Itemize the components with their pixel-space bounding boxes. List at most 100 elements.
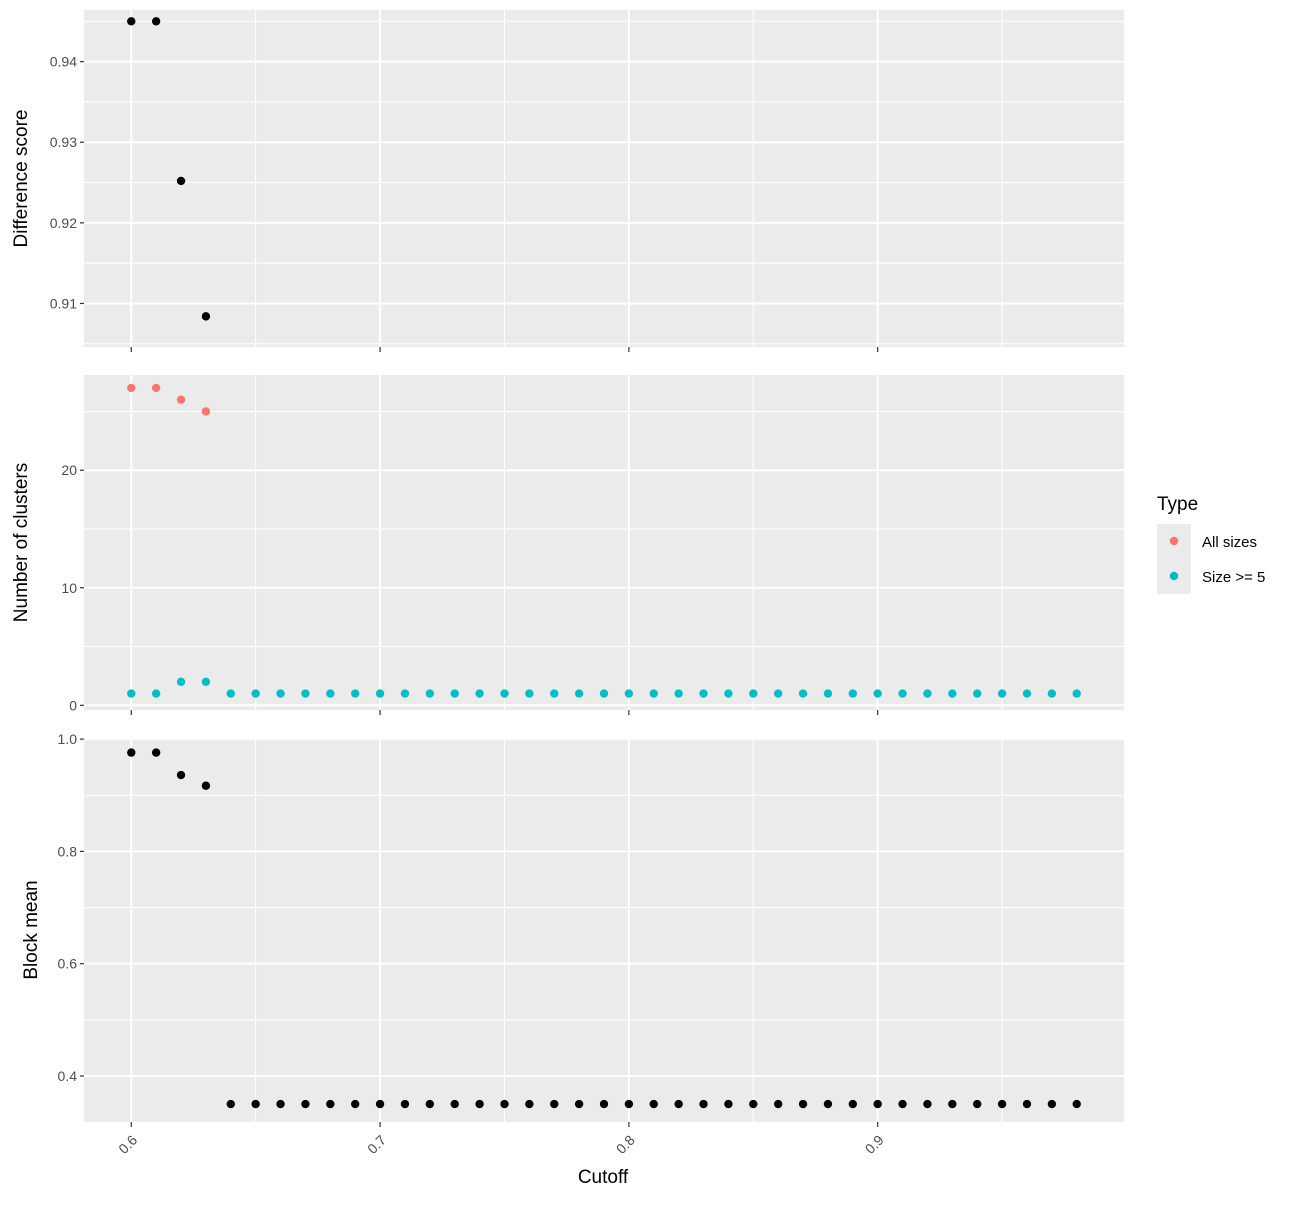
- y-axis-title: Block mean: [21, 880, 42, 979]
- data-point: [848, 1099, 858, 1109]
- data-point: [151, 383, 161, 393]
- panel-background: [84, 10, 1124, 347]
- data-point: [450, 689, 459, 698]
- data-point: [574, 689, 584, 698]
- legend-key-all-sizes: [1169, 536, 1179, 546]
- data-point: [425, 1099, 435, 1109]
- data-point: [948, 689, 957, 698]
- y-tick-label: 10: [61, 580, 77, 596]
- data-point: [500, 1099, 509, 1109]
- legend-key-size-ge-5: [1169, 571, 1179, 581]
- data-point: [923, 1099, 932, 1109]
- data-point: [674, 1099, 683, 1109]
- data-point: [798, 689, 808, 698]
- data-point: [251, 689, 260, 698]
- panel-1: 0.91 0.92 0.93 0.94 Difference score: [11, 10, 1124, 352]
- data-point: [798, 1099, 808, 1109]
- data-point: [500, 689, 509, 698]
- data-point: [649, 689, 658, 698]
- y-tick-label: 0.94: [50, 54, 77, 70]
- data-point: [201, 781, 211, 790]
- y-tick-label: 1.0: [58, 731, 78, 747]
- data-point: [749, 689, 758, 698]
- data-point: [475, 689, 484, 698]
- data-point: [599, 689, 609, 698]
- data-point: [624, 689, 634, 698]
- data-point: [151, 689, 161, 698]
- data-point: [176, 770, 186, 780]
- data-point: [201, 677, 211, 686]
- data-point: [948, 1099, 957, 1109]
- data-point: [350, 689, 360, 698]
- data-point: [127, 748, 136, 757]
- data-point: [400, 1099, 410, 1109]
- y-tick-label: 0.91: [50, 295, 77, 311]
- data-point: [1072, 689, 1081, 698]
- legend-label-size-ge-5: Size >= 5: [1202, 569, 1265, 586]
- data-point: [773, 689, 783, 698]
- data-point: [326, 1099, 335, 1109]
- data-point: [475, 1099, 484, 1109]
- data-point: [1022, 689, 1032, 698]
- data-point: [226, 1099, 235, 1109]
- data-point: [674, 689, 683, 698]
- data-point: [873, 689, 882, 698]
- data-point: [301, 689, 310, 698]
- data-point: [326, 689, 335, 698]
- data-point: [973, 689, 982, 698]
- data-point: [525, 689, 534, 698]
- panel-background: [84, 375, 1124, 710]
- x-tick-label: 0.6: [115, 1132, 140, 1157]
- y-tick-label: 0.8: [58, 843, 78, 859]
- data-point: [375, 689, 385, 698]
- data-point: [997, 1099, 1007, 1109]
- data-point: [724, 689, 733, 698]
- data-point: [151, 17, 161, 26]
- data-point: [898, 1099, 907, 1109]
- data-point: [226, 689, 235, 698]
- data-point: [350, 1099, 360, 1109]
- data-point: [301, 1099, 310, 1109]
- panel-3: 0.4 0.6 0.8 1.0 0.6 0.7 0.8 0.9 Block mean: [21, 731, 1124, 1157]
- y-tick-label: 20: [61, 462, 77, 478]
- y-tick-label: 0.4: [58, 1068, 78, 1084]
- data-point: [973, 1099, 982, 1109]
- data-point: [1022, 1099, 1032, 1109]
- y-tick-label: 0.92: [50, 215, 77, 231]
- data-point: [550, 689, 559, 698]
- data-point: [375, 1099, 385, 1109]
- y-tick-label: 0: [69, 697, 77, 713]
- legend-key-background: [1157, 524, 1191, 594]
- panels-layer: 0.91 0.92 0.93 0.94 Difference score 0 10 20 Num…: [11, 10, 1124, 1157]
- y-tick-label: 0.93: [50, 134, 77, 150]
- data-point: [848, 689, 858, 698]
- x-tick-label: 0.9: [862, 1132, 887, 1157]
- y-axis-title: Number of clusters: [11, 463, 32, 622]
- x-tick-label: 0.8: [613, 1132, 638, 1157]
- x-axis-title: Cutoff: [578, 1167, 629, 1188]
- data-point: [151, 748, 161, 757]
- y-axis-title: Difference score: [11, 110, 32, 248]
- data-point: [1047, 1099, 1057, 1109]
- data-point: [1047, 689, 1057, 698]
- legend-title: Type: [1157, 494, 1198, 515]
- data-point: [823, 1099, 833, 1109]
- data-point: [550, 1099, 559, 1109]
- data-point: [699, 1099, 708, 1109]
- data-point: [127, 17, 136, 26]
- data-point: [773, 1099, 783, 1109]
- y-tick-label: 0.6: [58, 956, 78, 972]
- legend-label-all-sizes: All sizes: [1202, 534, 1257, 551]
- panel-background: [84, 738, 1124, 1122]
- data-point: [127, 383, 136, 393]
- data-point: [176, 395, 186, 404]
- data-point: [176, 176, 186, 186]
- data-point: [823, 689, 833, 698]
- data-point: [201, 407, 211, 416]
- legend: Type All sizes Size >= 5: [1157, 494, 1265, 594]
- data-point: [624, 1099, 634, 1109]
- data-point: [276, 689, 285, 698]
- data-point: [873, 1099, 882, 1109]
